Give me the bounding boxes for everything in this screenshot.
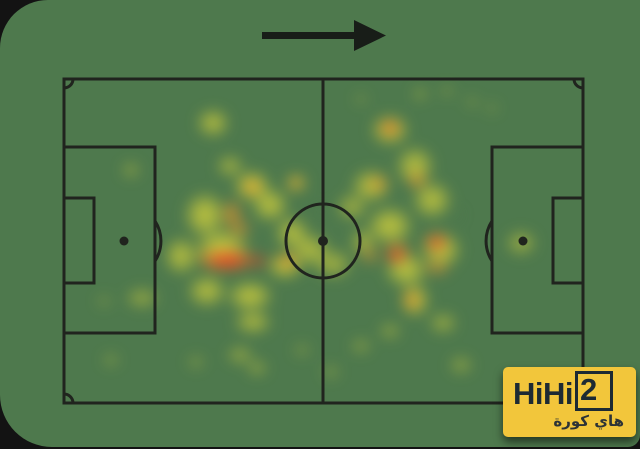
heat-blob — [463, 94, 481, 110]
hihi2-logo-text: HiHi — [513, 376, 574, 411]
heat-blob — [399, 283, 425, 317]
heat-blob — [380, 120, 400, 136]
corner-arc-top-right — [572, 78, 584, 90]
hihi2-logo-tagline: هاي كورة — [553, 412, 624, 430]
heat-blob — [190, 103, 236, 143]
right-penalty-box — [490, 145, 585, 335]
heat-blob — [238, 175, 266, 199]
attack-direction-arrow-icon — [262, 20, 386, 51]
heat-blob — [438, 83, 456, 99]
heat-blob — [444, 206, 466, 224]
corner-arc-bottom-left — [63, 392, 75, 404]
heat-blob — [374, 319, 406, 343]
heat-blob — [418, 254, 456, 280]
left-penalty-spot — [119, 236, 129, 246]
hihi2-logo-number-box: 2 — [575, 371, 613, 411]
heat-blob — [99, 350, 123, 370]
heat-blob — [351, 91, 371, 107]
heat-blob — [383, 243, 409, 267]
heat-blob — [363, 171, 393, 197]
heat-blob — [423, 308, 463, 338]
heat-blob — [483, 100, 501, 116]
left-penalty-arc — [153, 220, 163, 262]
right-penalty-arc — [484, 220, 494, 262]
heat-blob — [409, 85, 431, 103]
heat-blob — [289, 340, 315, 360]
right-goal-area — [551, 196, 585, 285]
heat-blob — [226, 305, 280, 339]
left-penalty-box — [62, 145, 157, 335]
heat-blob — [285, 173, 307, 193]
heat-blob — [93, 292, 115, 310]
heat-blob — [224, 216, 256, 242]
center-spot — [318, 236, 328, 246]
left-goal-area — [62, 196, 96, 285]
center-circle — [284, 202, 362, 280]
heat-blob — [403, 167, 431, 193]
heat-blob — [242, 357, 272, 379]
heat-blob — [444, 352, 478, 378]
heat-blob — [118, 283, 166, 313]
corner-arc-top-left — [63, 78, 75, 90]
heat-blob — [183, 352, 209, 372]
hihi2-logo-wordmark: HiHi 2 — [513, 371, 613, 412]
right-penalty-spot — [518, 236, 528, 246]
heat-blob — [346, 335, 376, 357]
heat-blob — [425, 232, 449, 254]
hihi2-logo: HiHi 2 هاي كورة — [503, 367, 636, 437]
heat-blob — [245, 251, 271, 271]
heat-blob — [118, 158, 144, 182]
